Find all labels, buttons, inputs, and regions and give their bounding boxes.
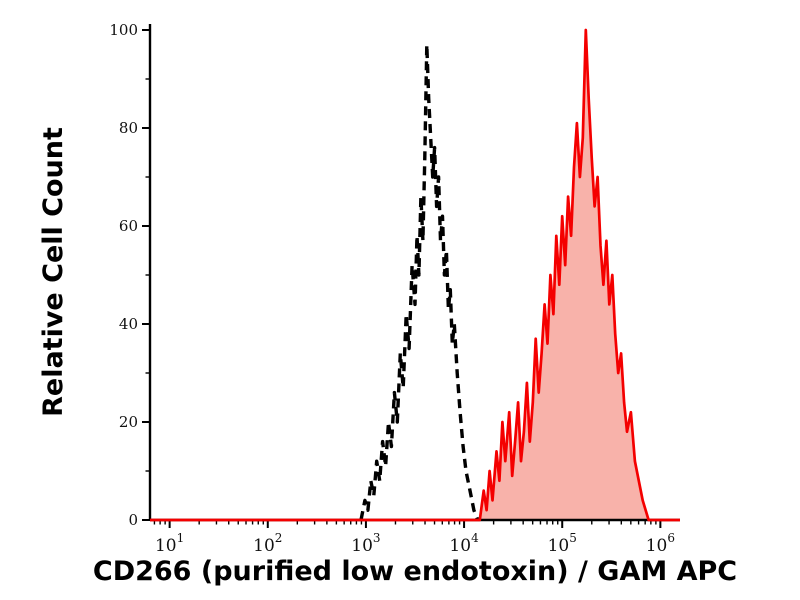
x-tick-label: 104 xyxy=(449,531,479,556)
series-1-line xyxy=(150,28,680,522)
x-tick-label: 101 xyxy=(155,531,184,556)
y-tick-label: 20 xyxy=(119,413,138,431)
y-tick-label: 80 xyxy=(119,119,138,137)
series-0-line xyxy=(359,43,480,521)
x-tick-label: 105 xyxy=(548,531,577,556)
x-axis-label: CD266 (purified low endotoxin) / GAM APC xyxy=(93,556,737,587)
y-tick-label: 0 xyxy=(128,511,138,529)
y-tick-label: 40 xyxy=(119,315,138,333)
y-tick-label: 100 xyxy=(109,21,138,39)
series-1-fill xyxy=(150,30,680,520)
x-tick-label: 102 xyxy=(253,531,282,556)
plot-area: 101 102 103 104 105 106 0 20 40 60 80 100 xyxy=(109,21,680,556)
y-tick-label: 60 xyxy=(119,217,138,235)
x-tick-label: 106 xyxy=(646,531,675,556)
x-tick-label: 103 xyxy=(351,531,380,556)
y-axis-label: Relative Cell Count xyxy=(38,127,69,417)
